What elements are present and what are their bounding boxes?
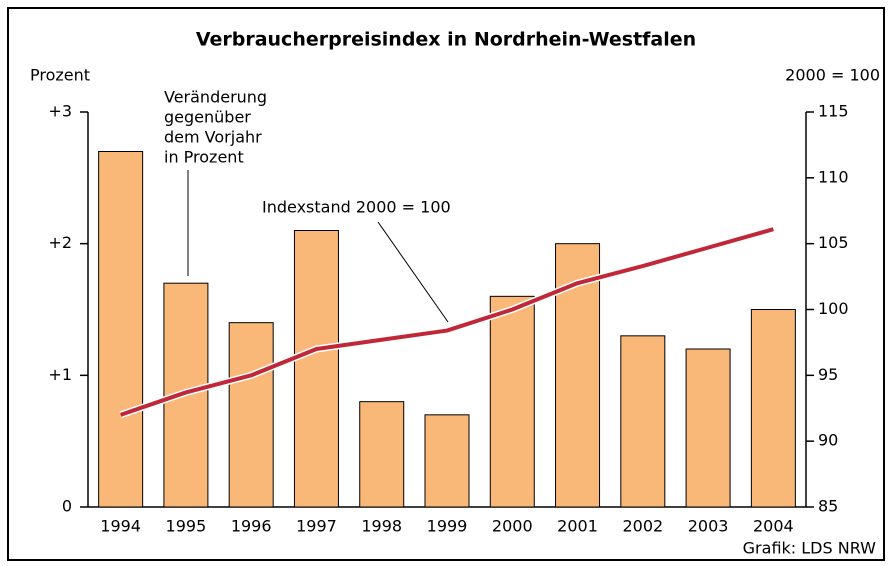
y-tick-label: +1 [48, 365, 72, 384]
y-axis-label: Prozent [30, 66, 90, 85]
y2-tick-label: 110 [818, 167, 849, 186]
bar [294, 231, 338, 508]
source: Grafik: LDS NRW [743, 539, 877, 558]
bar [621, 336, 665, 507]
x-tick-label: 2003 [688, 517, 729, 536]
y2-tick-label: 115 [818, 102, 849, 121]
y2-tick-label: 105 [818, 233, 849, 252]
y-tick-label: +2 [48, 233, 72, 252]
chart-title: Verbraucherpreisindex in Nordrhein-Westf… [196, 29, 696, 51]
bar [229, 323, 273, 507]
x-tick-label: 1995 [166, 517, 207, 536]
y-tick-label: 0 [62, 497, 72, 516]
bar [686, 349, 730, 507]
bar-annotation: in Prozent [164, 148, 244, 167]
y2-tick-label: 100 [818, 299, 849, 318]
bar-annotation: Veränderung [164, 88, 267, 107]
y2-tick-label: 85 [818, 497, 838, 516]
bar [360, 402, 404, 507]
x-tick-label: 2001 [557, 517, 598, 536]
x-tick-label: 1998 [361, 517, 402, 536]
x-tick-label: 1996 [231, 517, 272, 536]
bar-annotation: gegenüber [164, 108, 251, 127]
x-tick-label: 1994 [100, 517, 141, 536]
x-tick-label: 1997 [296, 517, 337, 536]
y2-axis-label: 2000 = 100 [785, 66, 880, 85]
y-tick-label: +3 [48, 102, 72, 121]
x-tick-label: 2002 [622, 517, 663, 536]
chart: Verbraucherpreisindex in Nordrhein-Westf… [0, 0, 892, 566]
y2-tick-label: 95 [818, 365, 838, 384]
bar-annotation: dem Vorjahr [164, 128, 262, 147]
line-annotation: Indexstand 2000 = 100 [262, 198, 451, 217]
x-tick-label: 1999 [427, 517, 468, 536]
bar [751, 310, 795, 508]
x-tick-label: 2000 [492, 517, 533, 536]
bar [99, 152, 143, 508]
y2-tick-label: 90 [818, 431, 838, 450]
bar [490, 296, 534, 507]
x-tick-label: 2004 [753, 517, 794, 536]
bar [425, 415, 469, 507]
